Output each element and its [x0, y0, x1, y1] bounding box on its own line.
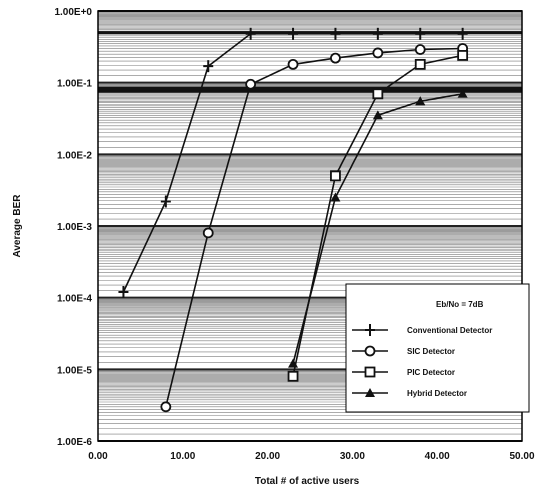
legend-marker: [364, 345, 376, 357]
legend-marker: [365, 324, 375, 336]
data-point: [372, 47, 384, 59]
legend-label: PIC Detector: [407, 368, 455, 377]
y-tick-label: 1.00E+0: [54, 7, 92, 18]
legend-item-2: PIC Detector: [352, 366, 455, 378]
x-tick-label: 40.00: [425, 451, 450, 462]
series-1: [160, 43, 469, 413]
data-point: [288, 27, 299, 40]
legend-label: Conventional Detector: [407, 326, 492, 335]
data-point: [372, 27, 383, 40]
data-point: [245, 78, 257, 90]
x-tick-label: 20.00: [255, 451, 280, 462]
legend-box: [345, 283, 530, 413]
data-point: [287, 370, 299, 382]
y-axis-label: Average BER: [12, 194, 23, 258]
data-point: [457, 88, 468, 98]
data-point: [203, 60, 214, 73]
series-0: [118, 27, 468, 298]
series-3: [288, 88, 468, 368]
data-point: [160, 195, 171, 208]
legend-item-0: Conventional Detector: [352, 324, 492, 336]
legend-item-3: Hybrid Detector: [352, 388, 467, 398]
x-tick-label: 30.00: [340, 451, 365, 462]
y-axis-ticks: 1.00E+0 1.00E-1 1.00E-2 1.00E-3 1.00E-4 1.00E…: [54, 7, 92, 448]
data-point: [330, 27, 341, 40]
plot-area: [97, 10, 523, 442]
data-point: [330, 170, 341, 182]
x-tick-label: 0.00: [88, 451, 108, 462]
data-point: [287, 58, 299, 70]
series-layer: [118, 27, 469, 413]
x-tick-label: 10.00: [170, 451, 195, 462]
data-point: [457, 50, 469, 61]
data-point: [330, 192, 341, 202]
legend-label: Hybrid Detector: [407, 389, 467, 398]
y-tick-label: 1.00E-5: [57, 365, 92, 376]
x-axis-ticks: 0.00 10.00 20.00 30.00 40.00 50.00: [88, 451, 535, 462]
legend-marker: [364, 366, 376, 378]
series-line: [165, 47, 463, 407]
y-tick-label: 1.00E-2: [57, 150, 92, 161]
data-point: [457, 27, 468, 40]
legend-title: Eb/No = 7dB: [436, 300, 484, 309]
y-tick-label: 1.00E-1: [57, 79, 92, 90]
series-2: [287, 50, 469, 382]
data-point: [160, 401, 172, 413]
data-point: [372, 110, 383, 120]
x-axis-label: Total # of active users: [255, 476, 360, 487]
data-point: [415, 96, 426, 106]
data-point: [288, 358, 299, 368]
legend-items: Conventional Detector SIC Detector PIC Det…: [352, 324, 492, 398]
legend-marker: [365, 388, 375, 397]
legend-item-1: SIC Detector: [352, 345, 455, 357]
y-tick-label: 1.00E-6: [57, 437, 92, 448]
data-point: [202, 227, 214, 239]
data-point: [118, 285, 129, 298]
y-tick-label: 1.00E-3: [57, 222, 92, 233]
data-point: [414, 58, 426, 70]
legend: Eb/No = 7dB Conventional Detector SIC Det…: [345, 283, 530, 413]
legend-label: SIC Detector: [407, 347, 455, 356]
data-point: [414, 44, 426, 55]
data-point: [330, 52, 341, 64]
data-point: [372, 88, 384, 100]
data-point: [415, 27, 426, 40]
y-tick-label: 1.00E-4: [57, 294, 92, 305]
series-line: [122, 32, 463, 293]
data-point: [245, 27, 256, 40]
x-tick-label: 50.00: [509, 451, 534, 462]
